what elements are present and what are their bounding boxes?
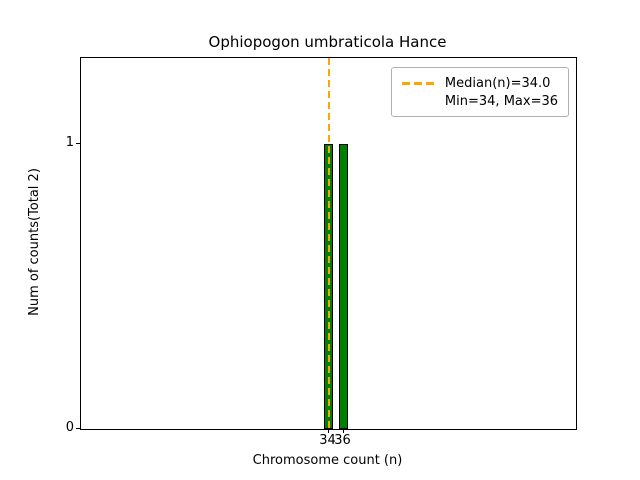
histogram-bar xyxy=(339,143,348,429)
x-tick-mark xyxy=(342,429,344,433)
x-tick-label: 34 xyxy=(319,433,336,448)
x-axis-label: Chromosome count (n) xyxy=(252,453,403,468)
y-tick-label: 0 xyxy=(65,420,74,435)
legend: Median(n)=34.0 Min=34, Max=36 xyxy=(390,67,569,117)
x-tick-mark xyxy=(327,429,329,433)
legend-row-median: Median(n)=34.0 xyxy=(401,74,558,92)
chart-title: Ophiopogon umbraticola Hance xyxy=(208,33,447,51)
legend-spacer xyxy=(402,100,436,103)
y-axis-label-text: Num of counts xyxy=(26,221,42,316)
y-tick-label: 1 xyxy=(65,134,74,150)
plot-area: Median(n)=34.0 Min=34, Max=36 xyxy=(80,57,577,430)
legend-minmax-label: Min=34, Max=36 xyxy=(444,93,558,109)
x-tick-label: 36 xyxy=(334,433,351,448)
median-line-legend-swatch xyxy=(401,81,436,85)
median-line xyxy=(327,58,330,429)
y-tick-mark xyxy=(76,428,80,429)
y-axis-total-text: (Total 2) xyxy=(26,168,42,222)
legend-row-minmax: Min=34, Max=36 xyxy=(402,92,558,110)
y-tick-mark xyxy=(76,142,80,144)
legend-median-label: Median(n)=34.0 xyxy=(444,75,551,91)
